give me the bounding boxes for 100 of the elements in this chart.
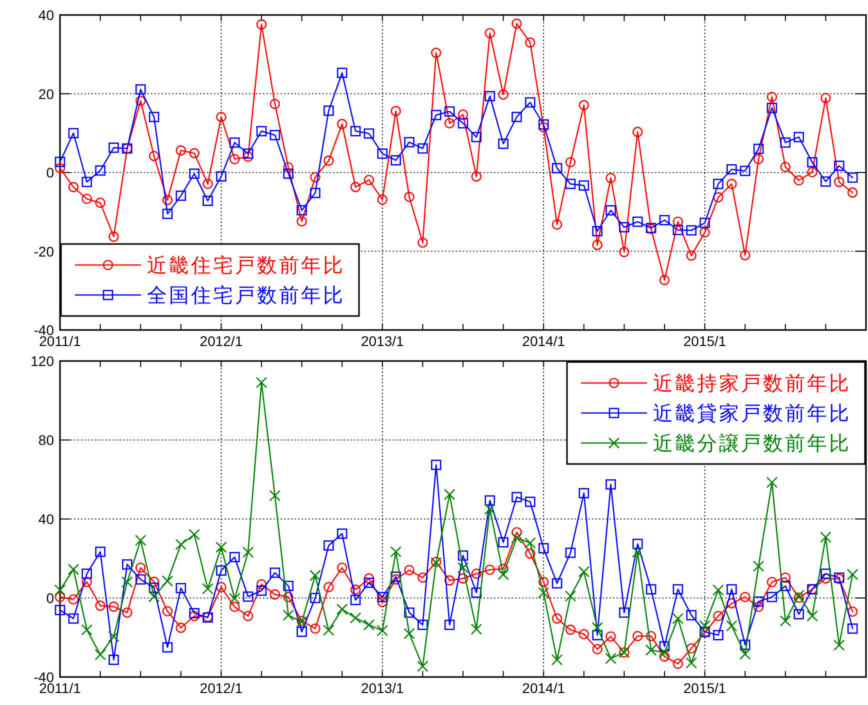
point bbox=[324, 106, 334, 116]
legend-label: 近畿分譲戸数前年比 bbox=[653, 433, 851, 455]
point bbox=[108, 232, 119, 242]
point bbox=[444, 620, 455, 630]
point bbox=[740, 640, 750, 650]
point bbox=[457, 562, 469, 574]
point bbox=[700, 218, 710, 228]
point bbox=[95, 600, 106, 611]
point bbox=[122, 607, 132, 618]
point bbox=[578, 488, 590, 498]
point bbox=[82, 568, 92, 579]
y-tick-label: 80 bbox=[38, 432, 54, 448]
point bbox=[283, 580, 294, 592]
point bbox=[135, 84, 146, 95]
point bbox=[256, 376, 268, 388]
point bbox=[283, 592, 294, 602]
point bbox=[228, 592, 240, 604]
point bbox=[54, 584, 66, 596]
point bbox=[847, 606, 858, 617]
point bbox=[525, 37, 536, 48]
x-tick-label: 2014/1 bbox=[522, 333, 566, 349]
point bbox=[726, 584, 737, 594]
point bbox=[148, 150, 160, 162]
point bbox=[350, 182, 361, 192]
point bbox=[525, 548, 536, 559]
point bbox=[471, 588, 482, 598]
point bbox=[471, 568, 482, 579]
point bbox=[807, 157, 818, 168]
point bbox=[470, 624, 482, 635]
point bbox=[686, 250, 697, 261]
point bbox=[740, 592, 750, 602]
point bbox=[672, 224, 684, 236]
point bbox=[606, 205, 616, 216]
point bbox=[444, 575, 455, 586]
point bbox=[672, 216, 684, 227]
point bbox=[740, 250, 750, 260]
legend-label: 近畿住宅戸数前年比 bbox=[147, 254, 345, 277]
point bbox=[672, 658, 684, 669]
point bbox=[820, 176, 831, 187]
point bbox=[458, 109, 468, 120]
point bbox=[430, 110, 442, 120]
point bbox=[538, 543, 549, 554]
point bbox=[283, 168, 294, 179]
point bbox=[296, 216, 307, 226]
point bbox=[95, 165, 106, 176]
point bbox=[686, 610, 697, 620]
point bbox=[512, 112, 522, 122]
point bbox=[552, 578, 562, 589]
point bbox=[578, 180, 590, 191]
point bbox=[270, 130, 280, 140]
point bbox=[310, 592, 320, 604]
point bbox=[162, 575, 174, 587]
point bbox=[780, 137, 791, 148]
point bbox=[444, 118, 455, 128]
point bbox=[430, 460, 442, 470]
point bbox=[525, 97, 536, 108]
point bbox=[122, 576, 133, 588]
x-tick-label: 2015/1 bbox=[683, 680, 726, 696]
point bbox=[753, 602, 764, 612]
point bbox=[834, 176, 844, 188]
legend-label: 全国住宅戸数前年比 bbox=[147, 284, 345, 307]
point bbox=[404, 607, 414, 618]
point bbox=[270, 589, 280, 600]
point bbox=[417, 660, 428, 672]
point bbox=[686, 657, 698, 669]
point bbox=[336, 562, 348, 573]
point bbox=[242, 152, 254, 162]
point bbox=[310, 623, 320, 634]
point bbox=[68, 613, 79, 624]
y-tick-label: 40 bbox=[38, 511, 54, 527]
y-tick-label: 0 bbox=[46, 590, 54, 606]
point bbox=[645, 644, 657, 656]
point bbox=[270, 98, 280, 110]
point bbox=[82, 576, 92, 588]
point bbox=[229, 552, 240, 562]
point bbox=[242, 148, 254, 159]
point bbox=[766, 592, 778, 602]
point bbox=[242, 546, 254, 558]
point bbox=[364, 573, 374, 584]
point bbox=[256, 126, 267, 136]
point bbox=[525, 496, 536, 507]
point bbox=[324, 156, 334, 166]
point bbox=[350, 594, 361, 606]
point bbox=[552, 219, 562, 230]
point bbox=[135, 562, 146, 573]
point bbox=[162, 606, 173, 616]
point bbox=[336, 118, 348, 130]
legend-label: 近畿持家戸数前年比 bbox=[653, 373, 851, 395]
point bbox=[632, 538, 643, 550]
point bbox=[148, 112, 160, 122]
point bbox=[310, 188, 320, 198]
point bbox=[282, 610, 294, 621]
point bbox=[336, 68, 348, 78]
point bbox=[484, 503, 496, 515]
point bbox=[364, 174, 374, 186]
point bbox=[713, 178, 724, 190]
point bbox=[176, 145, 186, 156]
point bbox=[538, 576, 549, 588]
point bbox=[686, 225, 697, 236]
point bbox=[713, 630, 724, 640]
